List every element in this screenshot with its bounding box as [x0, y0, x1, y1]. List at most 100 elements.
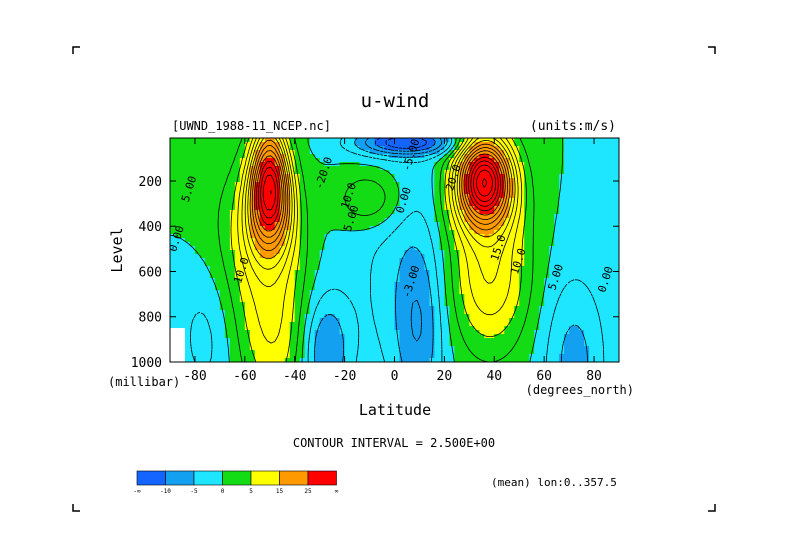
contour-fill-cell	[439, 150, 445, 159]
contour-fill-cell	[254, 150, 261, 183]
contour-fill-cell	[389, 158, 396, 175]
contour-fill-cell	[484, 154, 490, 215]
contour-fill-cell	[239, 302, 246, 362]
contour-fill-cell	[334, 138, 341, 167]
contour-fill-cell	[304, 314, 311, 362]
contour-fill-cell	[289, 138, 296, 151]
contour-fill-cell	[274, 166, 281, 223]
contour-fill-cell	[219, 138, 226, 311]
contour-fill-cell	[364, 230, 371, 362]
contour-fill-cell	[319, 318, 326, 362]
contour-fill-cell	[379, 154, 386, 171]
contour-fill-cell	[354, 230, 361, 362]
contour-fill-cell	[524, 138, 530, 362]
contour-fill-cell	[544, 278, 550, 362]
contour-fill-cell	[444, 170, 450, 211]
contour-fill-cell	[504, 326, 510, 362]
contour-fill-cell	[569, 138, 575, 327]
contour-fill-cell	[359, 150, 366, 167]
contour-fill-cell	[429, 358, 436, 362]
colorbar-swatch	[222, 470, 252, 486]
units-label: (units:m/s)	[530, 119, 616, 134]
contour-fill-cell	[584, 138, 590, 347]
contour-fill-cell	[259, 258, 266, 362]
contour-fill-cell	[324, 234, 331, 315]
contour-line	[251, 145, 508, 245]
x-axis-label: Latitude	[359, 401, 431, 419]
contour-line	[262, 164, 497, 211]
y-axis: 200 400 600 800 1000	[131, 175, 619, 371]
colorbar-swatch	[307, 470, 337, 486]
contour-fill-cell	[374, 138, 381, 147]
contour-fill-cell	[309, 154, 316, 291]
contour-fill-cell	[519, 266, 525, 362]
contour-fill-cell	[299, 358, 306, 362]
contour-fill-cell	[539, 306, 545, 362]
contour-fill-cell	[354, 146, 361, 163]
contour-fill-cell	[389, 138, 396, 151]
contour-fill-cell	[379, 146, 386, 155]
mean-note: (mean) lon:0..357.5	[491, 476, 617, 489]
colorbar-swatch	[193, 470, 223, 486]
contour-fill-cell	[544, 138, 550, 279]
contour-fill-cell	[564, 138, 570, 335]
contour-fill-cell	[459, 294, 465, 362]
colorbar-swatch	[165, 470, 195, 486]
y-tick-label: 1000	[131, 356, 162, 371]
contour-fill-cell	[574, 138, 580, 327]
contour-fill-cell	[349, 230, 356, 362]
contour-fill-cell	[354, 138, 361, 147]
contour-fill-cell	[334, 230, 341, 319]
colorbar-swatch	[250, 470, 280, 486]
contour-interval: CONTOUR INTERVAL = 2.500E+00	[293, 436, 495, 450]
contour-fill-cell	[454, 250, 460, 362]
contour-fill-cell	[444, 210, 450, 307]
contour-fill-cell	[429, 138, 436, 147]
contour-fill-cell	[419, 138, 426, 151]
contour-fill-cell	[314, 158, 321, 271]
contour-fill-cell	[529, 354, 535, 362]
contour-fill-cell	[204, 266, 211, 362]
contour-line	[482, 178, 487, 188]
contour-fill-cell	[479, 334, 485, 362]
contour-fill-cell	[214, 290, 221, 362]
contour-fill-cell	[264, 138, 271, 159]
contour-fill-cell	[194, 254, 201, 362]
contour-fill-cell	[519, 162, 525, 267]
contour-fill-cell	[499, 198, 505, 227]
contour-line	[247, 138, 513, 260]
contour-fill-cell	[254, 138, 261, 151]
contour-fill-cell	[274, 138, 281, 143]
x-tick-label: -80	[183, 369, 206, 384]
contour-fill-cell	[254, 182, 261, 211]
contour-fill-cell	[364, 150, 371, 167]
contour-fill-cell	[554, 138, 560, 215]
contour-fill-cell	[339, 162, 346, 231]
contour-fill-cell	[579, 330, 585, 362]
contour-fill-cell	[339, 230, 346, 335]
contour-line	[230, 138, 527, 362]
contour-fill-cell	[309, 138, 316, 155]
colorbar-swatch	[279, 470, 309, 486]
contour-fill-cell	[329, 230, 336, 315]
contour-fill-cell	[529, 138, 535, 355]
contour-fill-cell	[419, 254, 426, 362]
contour-fill-cell	[404, 158, 411, 251]
contour-line	[258, 156, 502, 226]
contour-fill-cell	[494, 230, 500, 335]
contour-fill-cell	[389, 214, 396, 362]
contour-fill-cell	[499, 334, 505, 362]
contour-fill-cell	[254, 250, 261, 362]
contour-fill-cell	[394, 182, 401, 207]
y-tick-label: 400	[139, 220, 162, 235]
contour-fill-cell	[514, 306, 520, 362]
contour-fill-cell	[519, 138, 525, 163]
y-tick-label: 200	[139, 175, 162, 190]
contour-fill-cell	[509, 138, 515, 179]
contour-line	[365, 138, 443, 342]
contour-fill-cell	[359, 138, 366, 151]
contour-fill-cell	[589, 138, 595, 362]
contour-fill-cell	[339, 334, 346, 362]
contour-fill-cell	[384, 138, 391, 151]
